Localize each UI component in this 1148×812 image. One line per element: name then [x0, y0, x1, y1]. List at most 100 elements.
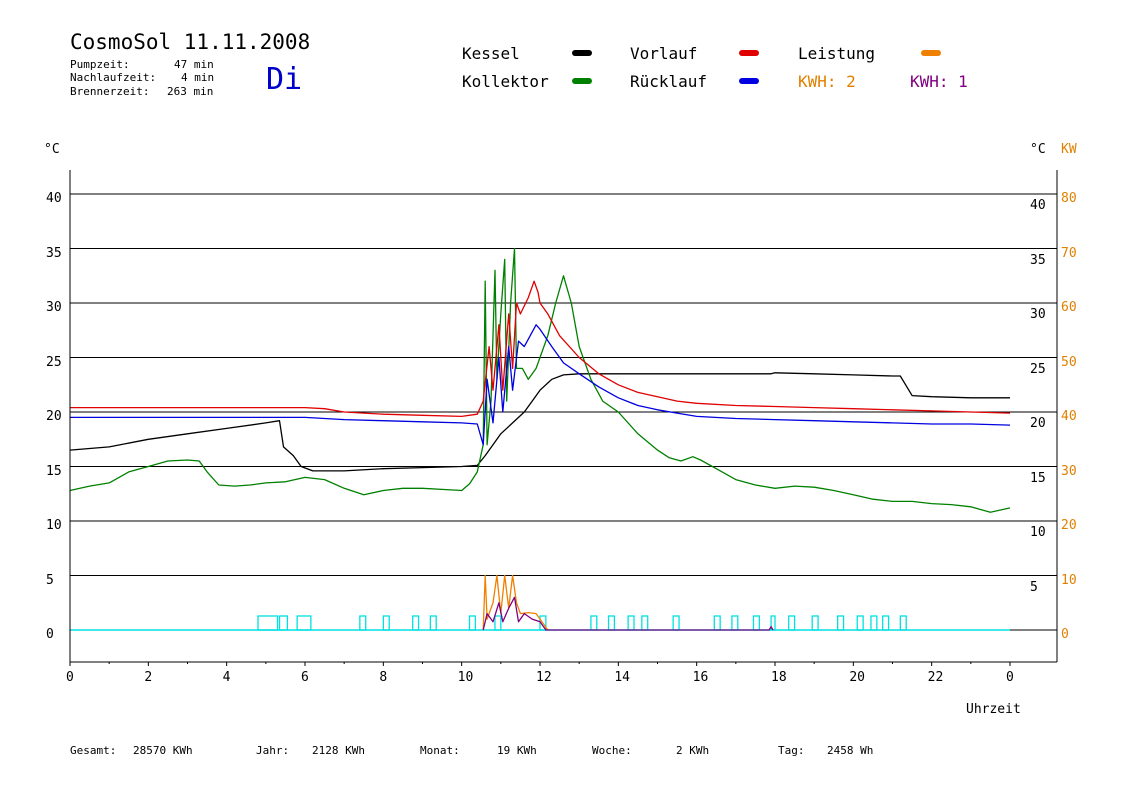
y-left-tick-30: 30	[46, 300, 62, 315]
y-right-tick-25: 25	[1030, 361, 1046, 377]
series-vorlauf	[70, 280, 1011, 418]
x-tick-label-7: 14	[614, 670, 630, 685]
y-kw-tick-80: 80	[1061, 191, 1077, 206]
y-left-tick-25: 25	[46, 354, 62, 370]
pump-cycle-18	[770, 615, 776, 631]
y-left-tick-20: 20	[46, 409, 62, 424]
stat-brennerzeit-label: Brennerzeit:	[70, 85, 150, 98]
chart-grid	[70, 193, 1057, 631]
pump-cycle-21	[837, 615, 845, 631]
stat-pumpzeit-value: 47 min	[174, 58, 214, 71]
stat-nachlaufzeit-value: 4 min	[181, 71, 215, 84]
series-r-cklauf	[70, 324, 1011, 446]
x-tick-label-2: 4	[222, 670, 231, 685]
legend-vorlauf-swatch	[739, 50, 759, 56]
stat-brennerzeit-value: 263 min	[167, 85, 214, 98]
pump-cycle-13	[641, 615, 649, 631]
y-left-tick-35: 35	[46, 245, 62, 261]
stat-nachlaufzeit-label: Nachlaufzeit:	[70, 71, 157, 84]
weekday-label: Di	[266, 62, 303, 97]
pump-cycle-8	[494, 615, 502, 631]
legend-ruecklauf-swatch	[739, 78, 759, 84]
legend-kwh-b: KWH: 1	[910, 72, 968, 91]
legend-kessel: Kessel	[462, 44, 520, 63]
legend-leistung-swatch	[921, 50, 941, 56]
y-kw-tick-70: 70	[1061, 245, 1077, 261]
legend-ruecklauf: Rücklauf	[630, 72, 708, 91]
y-kw-tick-0: 0	[1061, 627, 1069, 642]
x-tick-label-5: 10	[457, 670, 474, 685]
app-title: CosmoSol 11.11.2008	[70, 30, 311, 54]
footer-jahr-label: Jahr:	[256, 744, 290, 757]
y-left-tick-10: 10	[46, 518, 62, 533]
y-right-tick-35: 35	[1030, 252, 1046, 268]
footer-tag-label: Tag:	[778, 744, 805, 757]
series-kwh-1	[482, 596, 774, 631]
pump-cycle-4	[382, 615, 390, 631]
pump-cycle-20	[811, 615, 819, 631]
pump-cycle-5	[412, 615, 420, 631]
legend-leistung: Leistung	[798, 44, 876, 63]
pump-cycle-14	[672, 615, 680, 631]
legend-kollektor: Kollektor	[462, 72, 549, 91]
left-axis-unit: °C	[44, 142, 60, 157]
pump-cycle-19	[788, 615, 796, 631]
x-tick-label-9: 18	[771, 670, 787, 685]
chart-series	[69, 247, 1011, 631]
pump-cycle-22	[856, 615, 864, 631]
x-tick-label-0: 0	[66, 670, 74, 685]
y-left-tick-0: 0	[46, 627, 54, 642]
pump-cycle-2	[296, 615, 312, 631]
series-kessel	[69, 372, 1010, 472]
pump-cycle-24	[882, 615, 890, 631]
y-kw-tick-40: 40	[1061, 409, 1077, 424]
y-right-tick-20: 20	[1030, 416, 1046, 431]
pump-cycle-3	[359, 615, 367, 631]
x-axis-label: Uhrzeit	[966, 702, 1021, 717]
pump-cycle-11	[607, 615, 616, 631]
footer-jahr-value: 2128 KWh	[312, 744, 365, 757]
pump-cycle-9	[539, 615, 547, 631]
pump-cycle-6	[429, 615, 437, 631]
right-axis-unit: °C	[1030, 142, 1046, 157]
pump-cycle-25	[899, 615, 907, 631]
pump-cycle-10	[590, 615, 598, 631]
y-kw-tick-20: 20	[1061, 518, 1077, 533]
y-right-tick-40: 40	[1030, 198, 1046, 213]
legend-kessel-swatch	[572, 50, 592, 56]
footer-woche-label: Woche:	[592, 744, 632, 757]
x-tick-label-6: 12	[536, 670, 552, 685]
x-tick-label-11: 22	[927, 670, 944, 685]
pump-cycle-15	[713, 615, 721, 631]
y-right-tick-30: 30	[1030, 307, 1046, 322]
x-tick-label-10: 20	[849, 670, 865, 685]
y-right-tick-5: 5	[1030, 579, 1038, 595]
chart-axes	[69, 170, 1058, 666]
legend-kwh-a: KWH: 2	[798, 72, 856, 91]
y-right-tick-10: 10	[1030, 525, 1046, 540]
pump-cycle-23	[870, 615, 878, 631]
y-kw-tick-60: 60	[1061, 300, 1077, 315]
pump-cycle-7	[468, 615, 477, 631]
y-kw-tick-10: 10	[1061, 572, 1077, 588]
series-kollektor	[69, 247, 1011, 513]
y-kw-tick-50: 50	[1061, 354, 1077, 370]
footer-tag-value: 2458 Wh	[827, 744, 874, 757]
stat-pumpzeit-label: Pumpzeit:	[70, 58, 130, 71]
x-tick-label-8: 16	[692, 670, 709, 685]
pump-cycle-1	[278, 615, 289, 631]
footer-gesamt-label: Gesamt:	[70, 744, 117, 757]
y-left-tick-40: 40	[46, 191, 62, 206]
legend-kollektor-swatch	[572, 78, 592, 84]
footer-gesamt-value: 28570 KWh	[133, 744, 193, 757]
pump-cycle-12	[627, 615, 635, 631]
footer-monat-label: Monat:	[420, 744, 460, 757]
pump-cycle-17	[752, 615, 760, 631]
footer-woche-value: 2 KWh	[676, 744, 710, 757]
x-tick-label-1: 2	[144, 670, 153, 685]
y-left-tick-5: 5	[46, 572, 54, 588]
pump-cycle-0	[257, 615, 279, 631]
pump-cycle-16	[731, 615, 739, 631]
y-left-tick-15: 15	[46, 463, 62, 479]
